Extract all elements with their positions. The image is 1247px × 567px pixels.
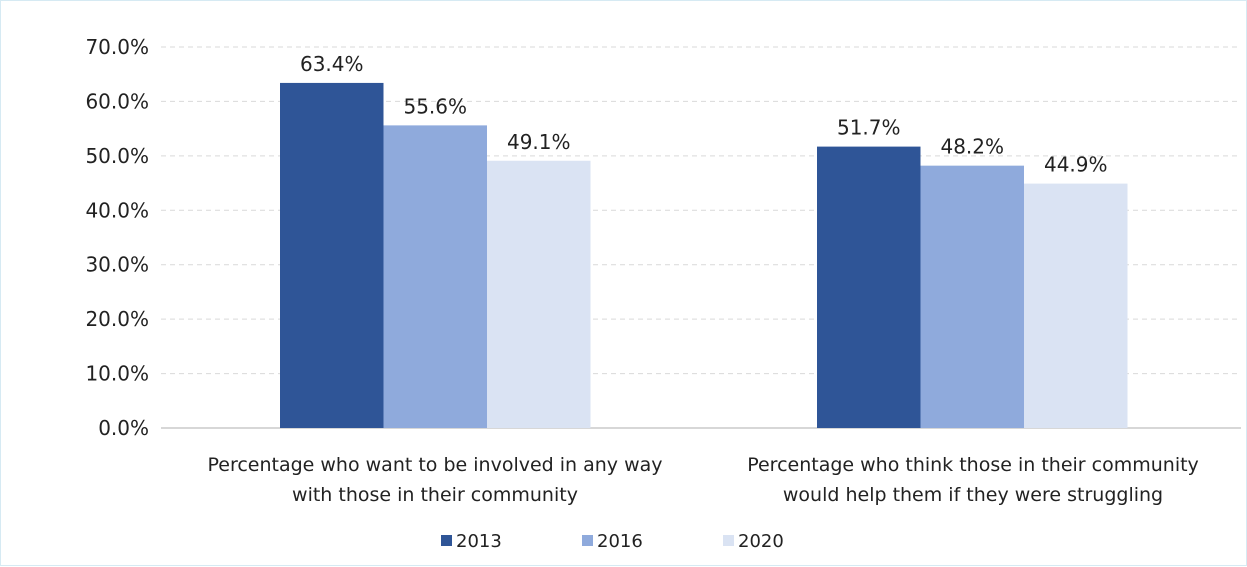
bar-2013-0 bbox=[280, 82, 384, 429]
data-label: 63.4% bbox=[300, 52, 364, 76]
bar-2016-1 bbox=[920, 165, 1024, 428]
category-label: Percentage who think those in their comm… bbox=[747, 454, 1199, 476]
data-label: 51.7% bbox=[837, 116, 901, 140]
y-tick-label: 70.0% bbox=[85, 35, 149, 59]
data-label: 49.1% bbox=[507, 130, 571, 154]
legend-label: 2020 bbox=[738, 531, 784, 552]
y-tick-label: 60.0% bbox=[85, 89, 149, 113]
bar-2020-0 bbox=[487, 160, 591, 428]
legend-swatch-2013 bbox=[441, 535, 452, 546]
y-tick-label: 40.0% bbox=[85, 198, 149, 222]
bar-2020-1 bbox=[1024, 183, 1128, 428]
y-tick-label: 30.0% bbox=[85, 253, 149, 277]
bar-2013-1 bbox=[817, 146, 921, 428]
legend-swatch-2020 bbox=[723, 535, 734, 546]
data-label: 55.6% bbox=[403, 94, 467, 118]
legend-swatch-2016 bbox=[582, 535, 593, 546]
data-label: 48.2% bbox=[940, 135, 1004, 159]
category-label: would help them if they were struggling bbox=[783, 484, 1163, 506]
y-tick-label: 20.0% bbox=[85, 307, 149, 331]
data-label: 44.9% bbox=[1044, 153, 1108, 177]
y-tick-label: 0.0% bbox=[98, 416, 149, 440]
category-label: Percentage who want to be involved in an… bbox=[207, 454, 662, 476]
legend-label: 2016 bbox=[597, 531, 643, 552]
y-tick-label: 50.0% bbox=[85, 144, 149, 168]
category-label: with those in their community bbox=[292, 484, 578, 506]
bar-2016-0 bbox=[383, 125, 487, 429]
y-tick-label: 10.0% bbox=[85, 362, 149, 386]
legend-label: 2013 bbox=[456, 531, 502, 552]
